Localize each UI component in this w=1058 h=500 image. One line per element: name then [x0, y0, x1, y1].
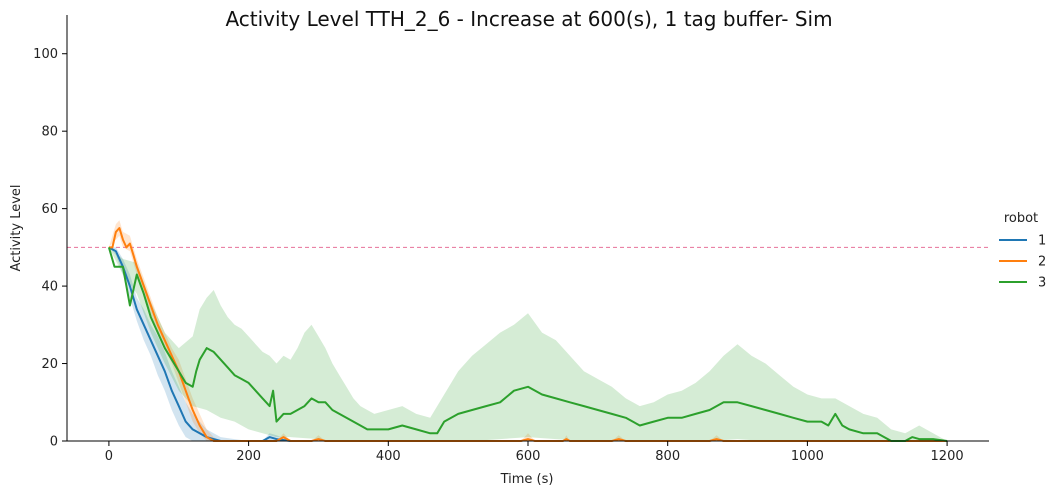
y-tick-label: 20	[41, 357, 58, 372]
x-axis-label: Time (s)	[500, 472, 554, 487]
legend-title: robot	[1004, 211, 1038, 226]
x-tick-label: 1200	[931, 449, 964, 464]
x-tick-label: 600	[516, 449, 541, 464]
x-tick-label: 800	[655, 449, 680, 464]
y-tick-label: 0	[50, 435, 58, 450]
axes: 0 200 400 600 800 1000 1200 0 20 40 60 80 100	[33, 15, 989, 464]
x-tick-label: 400	[376, 449, 401, 464]
chart-title: Activity Level TTH_2_6 - Increase at 600…	[225, 7, 832, 31]
y-tick-label: 100	[33, 47, 58, 62]
y-axis-label: Activity Level	[9, 184, 24, 271]
ci-band-robot-3	[108, 247, 948, 441]
legend-label-robot-2: 2	[1038, 255, 1046, 270]
series-line-robot-3	[107, 247, 948, 442]
y-tick-label: 60	[41, 202, 58, 217]
legend-label-robot-1: 1	[1038, 234, 1046, 249]
x-tick-label: 0	[105, 449, 113, 464]
ci-band-robot-2	[108, 220, 948, 441]
x-tick-label: 200	[236, 449, 261, 464]
y-tick-label: 80	[41, 125, 58, 140]
legend-label-robot-3: 3	[1038, 276, 1046, 291]
y-tick-label: 40	[41, 280, 58, 295]
plot-area	[67, 220, 989, 442]
x-tick-label: 1000	[791, 449, 824, 464]
